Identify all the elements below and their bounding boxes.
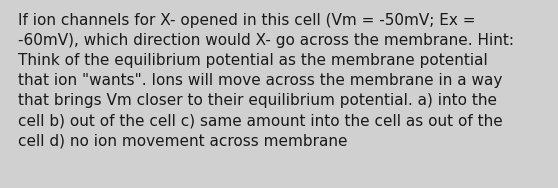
- Text: If ion channels for X- opened in this cell (Vm = -50mV; Ex =
-60mV), which direc: If ion channels for X- opened in this ce…: [18, 13, 514, 148]
